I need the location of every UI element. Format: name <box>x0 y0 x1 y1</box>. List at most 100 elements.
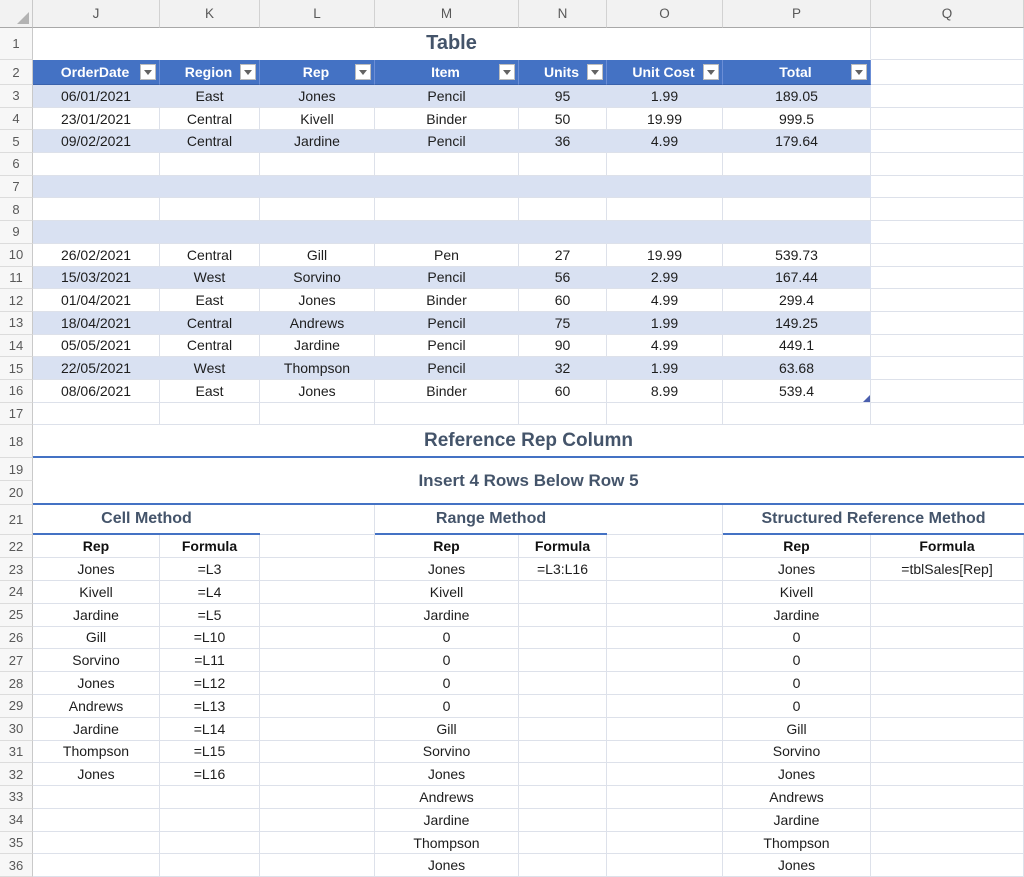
cell[interactable]: 19.99 <box>607 243 723 267</box>
cell[interactable] <box>723 198 871 222</box>
cell[interactable]: Jardine <box>723 808 871 832</box>
cell[interactable] <box>871 854 1024 877</box>
column-header-Q[interactable]: Q <box>871 0 1024 28</box>
cell[interactable]: =L5 <box>160 603 260 627</box>
cell[interactable]: Pencil <box>375 357 519 380</box>
row-number[interactable]: 31 <box>0 740 33 764</box>
cell[interactable]: Jardine <box>375 603 519 627</box>
cell[interactable]: 0 <box>723 672 871 695</box>
cell[interactable] <box>33 221 160 244</box>
cell[interactable] <box>519 175 607 199</box>
cell[interactable]: Thompson <box>375 831 519 855</box>
row-number[interactable]: 5 <box>0 130 33 154</box>
cell[interactable]: Central <box>160 311 260 335</box>
cell[interactable]: 0 <box>723 694 871 718</box>
cell[interactable]: 1.99 <box>607 311 723 335</box>
cell[interactable] <box>260 717 375 741</box>
cell[interactable]: 27 <box>519 243 607 267</box>
cell[interactable] <box>607 672 723 695</box>
cell[interactable]: 0 <box>723 626 871 650</box>
cell[interactable]: East <box>160 85 260 108</box>
cell[interactable]: 01/04/2021 <box>33 289 160 312</box>
row-number[interactable]: 16 <box>0 379 33 403</box>
cell[interactable]: 1.99 <box>607 357 723 380</box>
cell[interactable]: 08/06/2021 <box>33 379 160 403</box>
cell[interactable] <box>607 763 723 787</box>
filter-button[interactable] <box>140 64 156 80</box>
cell[interactable]: 60 <box>519 289 607 312</box>
cell[interactable]: 4.99 <box>607 334 723 358</box>
cell[interactable] <box>871 672 1024 695</box>
cell[interactable] <box>260 831 375 855</box>
cell[interactable]: Central <box>160 334 260 358</box>
cell[interactable]: 63.68 <box>723 357 871 380</box>
table-column-header[interactable]: Item <box>375 60 519 85</box>
cell[interactable]: Central <box>160 243 260 267</box>
cell[interactable]: 26/02/2021 <box>33 243 160 267</box>
row-number[interactable]: 10 <box>0 243 33 267</box>
cell[interactable]: Thompson <box>260 357 375 380</box>
cell[interactable] <box>519 221 607 244</box>
cell[interactable] <box>160 854 260 877</box>
method-title-structured[interactable]: Structured Reference Method <box>723 505 1024 536</box>
cell[interactable]: Kivell <box>260 107 375 131</box>
cell[interactable]: =L16 <box>160 763 260 787</box>
row-number[interactable]: 13 <box>0 311 33 335</box>
section-heading-reference[interactable]: Reference Rep Column <box>33 425 1024 459</box>
filter-button[interactable] <box>240 64 256 80</box>
row-number[interactable]: 28 <box>0 672 33 695</box>
cell[interactable] <box>871 198 1024 222</box>
cell[interactable] <box>607 649 723 673</box>
cell[interactable]: Pencil <box>375 334 519 358</box>
cell[interactable] <box>871 694 1024 718</box>
row-number[interactable]: 29 <box>0 694 33 718</box>
column-header-M[interactable]: M <box>375 0 519 28</box>
cell[interactable]: 539.4 <box>723 379 871 403</box>
cell[interactable] <box>33 153 160 176</box>
cell[interactable] <box>607 221 723 244</box>
cell[interactable]: Pencil <box>375 311 519 335</box>
cell[interactable]: Kivell <box>375 580 519 604</box>
cell[interactable] <box>607 808 723 832</box>
cell[interactable]: Gill <box>375 717 519 741</box>
cell[interactable]: Central <box>160 130 260 154</box>
cell[interactable]: East <box>160 289 260 312</box>
cell[interactable] <box>519 198 607 222</box>
column-header-J[interactable]: J <box>33 0 160 28</box>
column-header-K[interactable]: K <box>160 0 260 28</box>
cell[interactable]: 0 <box>723 649 871 673</box>
column-header-L[interactable]: L <box>260 0 375 28</box>
cell[interactable]: 22/05/2021 <box>33 357 160 380</box>
row-number[interactable]: 22 <box>0 535 33 559</box>
cell[interactable] <box>160 153 260 176</box>
cell[interactable]: 09/02/2021 <box>33 130 160 154</box>
cell[interactable]: Pencil <box>375 85 519 108</box>
row-number[interactable]: 19 <box>0 458 33 482</box>
cell[interactable] <box>33 402 160 426</box>
cell[interactable] <box>607 717 723 741</box>
cell[interactable] <box>871 626 1024 650</box>
cell[interactable]: 0 <box>375 649 519 673</box>
cell[interactable] <box>871 221 1024 244</box>
cell[interactable]: 8.99 <box>607 379 723 403</box>
cell[interactable] <box>871 402 1024 426</box>
cell[interactable] <box>871 175 1024 199</box>
cell[interactable] <box>260 808 375 832</box>
section-heading-insert[interactable]: Insert 4 Rows Below Row 5 <box>33 458 1024 506</box>
cell[interactable]: =L3:L16 <box>519 558 607 581</box>
cell[interactable] <box>607 580 723 604</box>
cell[interactable]: =L10 <box>160 626 260 650</box>
cell[interactable] <box>871 763 1024 787</box>
filter-button[interactable] <box>587 64 603 80</box>
cell[interactable]: Jones <box>723 854 871 877</box>
table-column-header[interactable]: Total <box>723 60 871 85</box>
row-number[interactable]: 21 <box>0 505 33 536</box>
row-number[interactable]: 11 <box>0 266 33 290</box>
cell[interactable] <box>160 831 260 855</box>
cell[interactable]: =L14 <box>160 717 260 741</box>
cell[interactable] <box>160 175 260 199</box>
cell[interactable]: 18/04/2021 <box>33 311 160 335</box>
cell[interactable] <box>33 198 160 222</box>
cell[interactable]: West <box>160 357 260 380</box>
cell[interactable] <box>723 221 871 244</box>
